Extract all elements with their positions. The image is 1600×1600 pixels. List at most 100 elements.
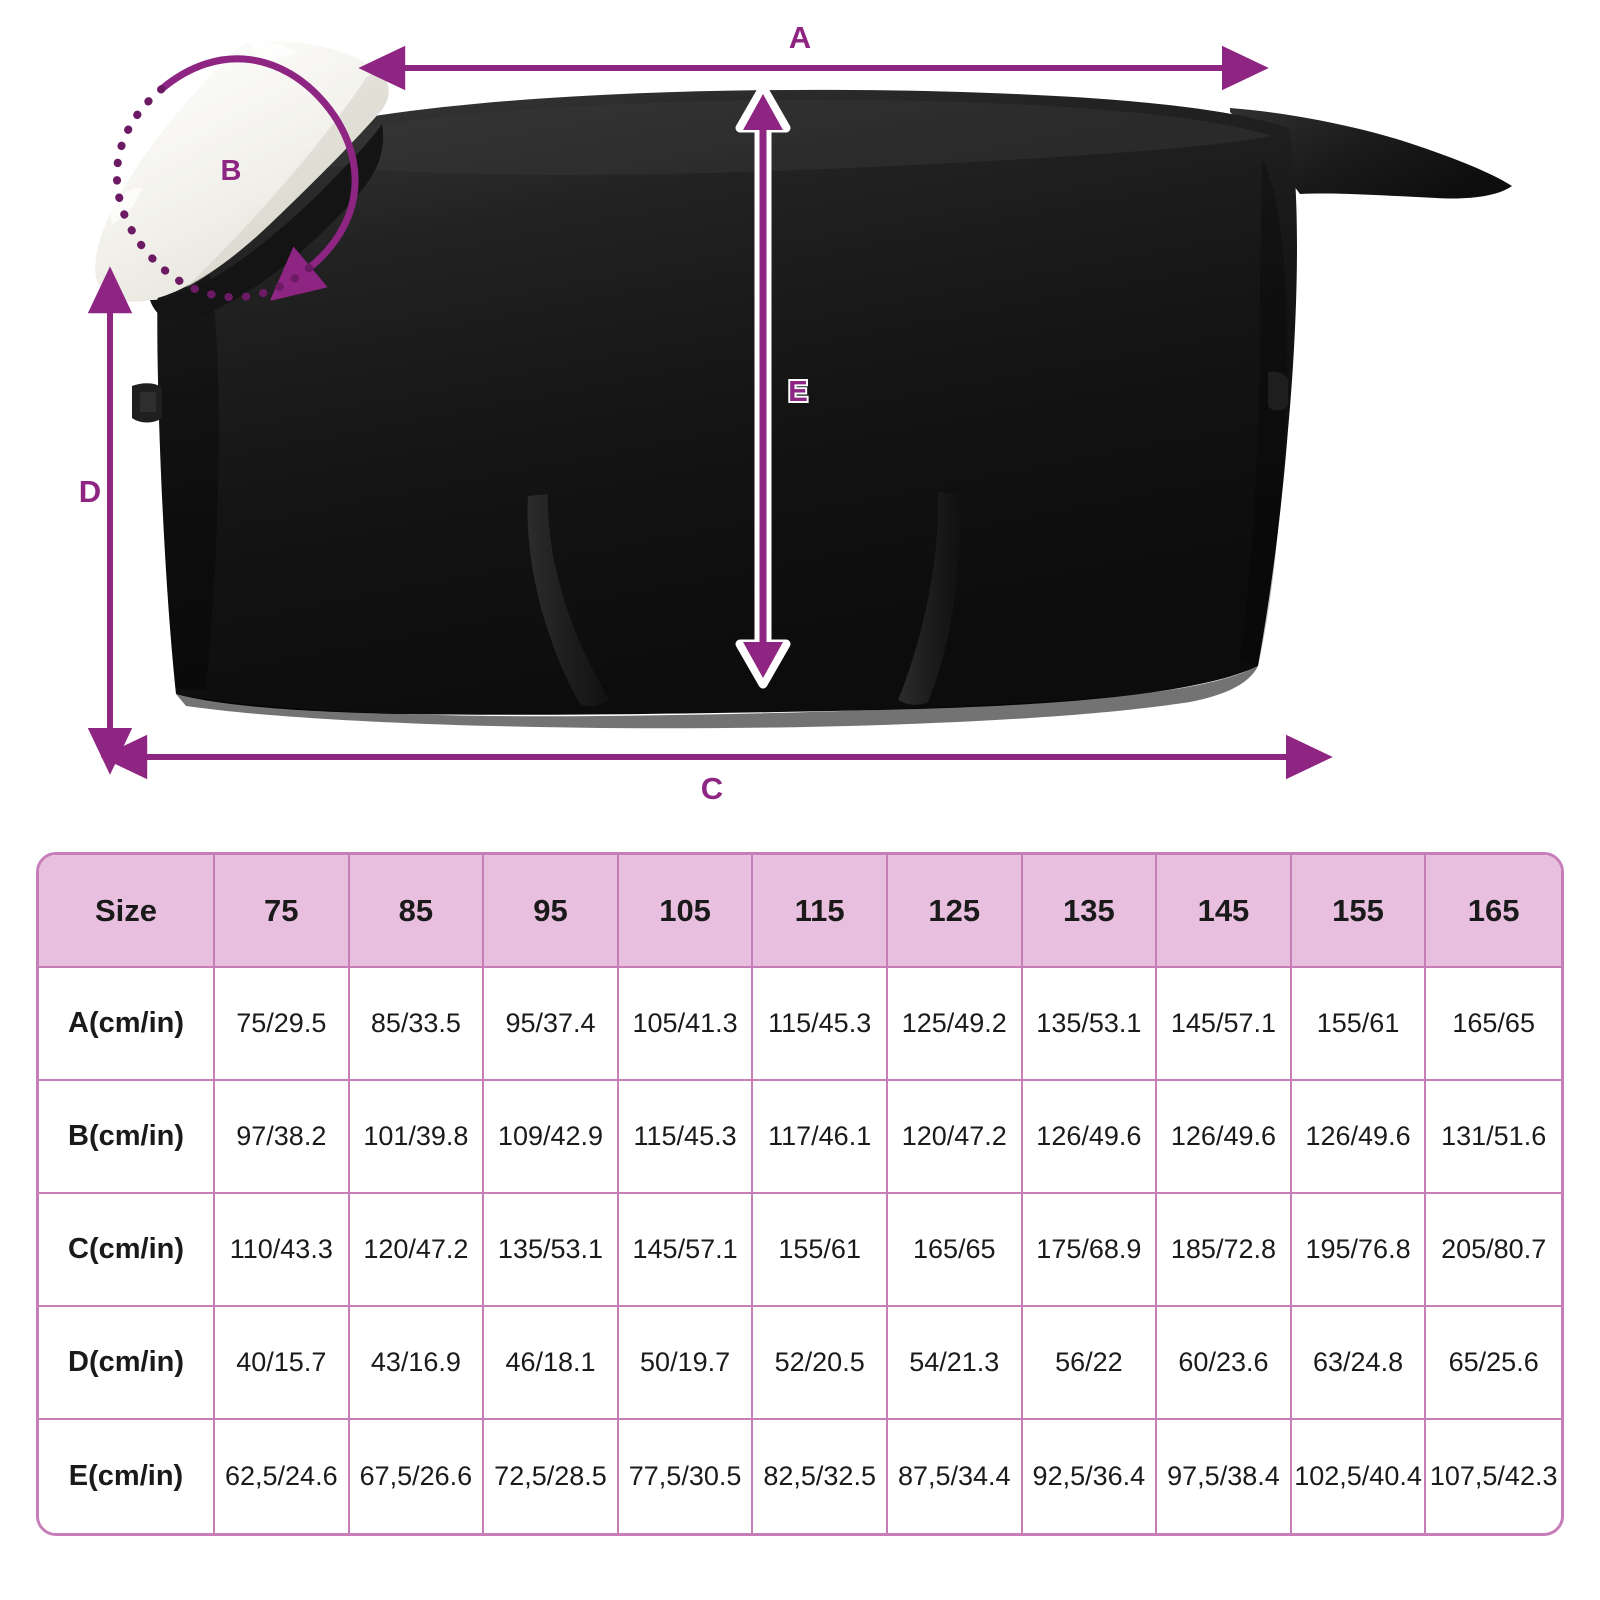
cell-c-75: 110/43.3 xyxy=(215,1194,350,1307)
arrow-E-head-bottom xyxy=(743,642,783,678)
cell-d-165: 65/25.6 xyxy=(1426,1307,1561,1420)
cell-b-85: 101/39.8 xyxy=(349,1081,485,1194)
cell-c-135: 175/68.9 xyxy=(1022,1194,1158,1307)
cell-e-165: 107,5/42.3 xyxy=(1429,1461,1558,1491)
neck-fleece-scallop xyxy=(110,41,296,225)
cell-b-125: 120/47.2 xyxy=(887,1081,1023,1194)
cell-b-145: 126/49.6 xyxy=(1157,1081,1292,1194)
cell-c-115: 155/61 xyxy=(753,1194,888,1307)
neck-collar xyxy=(150,124,384,322)
column-header-75: 75 xyxy=(215,855,350,968)
table-row: D(cm/in) 40/15.7 43/16.9 46/18.1 50/19.7… xyxy=(39,1307,1561,1420)
cell-d-145: 60/23.6 xyxy=(1157,1307,1292,1420)
cell-a-95: 95/37.4 xyxy=(484,968,619,1081)
size-table: Size 75 85 95 105 115 125 135 145 155 16… xyxy=(36,852,1564,1536)
product-illustration: A B C D E E xyxy=(78,20,1512,806)
cell-e-75: 62,5/24.6 xyxy=(215,1420,350,1533)
cell-c-145: 185/72.8 xyxy=(1157,1194,1292,1307)
cell-d-75: 40/15.7 xyxy=(215,1307,350,1420)
cell-e-95: 72,5/28.5 xyxy=(484,1420,619,1533)
dimension-label-e-fill: E xyxy=(788,376,808,408)
row-label-e: E(cm/in) xyxy=(39,1420,215,1533)
size-table-container: Size 75 85 95 105 115 125 135 145 155 16… xyxy=(36,852,1564,1536)
rug-bottom-hem xyxy=(176,666,1258,729)
cell-a-75: 75/29.5 xyxy=(215,968,350,1081)
cell-c-105: 145/57.1 xyxy=(618,1194,754,1307)
cell-d-135: 56/22 xyxy=(1022,1307,1158,1420)
arrow-E-head-top xyxy=(743,94,783,130)
dimension-label-b: B xyxy=(220,155,242,187)
cell-a-145: 145/57.1 xyxy=(1157,968,1292,1081)
cell-b-155: 126/49.6 xyxy=(1291,1081,1427,1194)
cell-a-125: 125/49.2 xyxy=(887,968,1023,1081)
cell-b-95: 109/42.9 xyxy=(484,1081,619,1194)
dimension-label-a: A xyxy=(788,20,812,55)
cell-d-115: 52/20.5 xyxy=(753,1307,888,1420)
column-header-95: 95 xyxy=(484,855,619,968)
arrow-B-ellipse xyxy=(112,55,359,342)
table-row: C(cm/in) 110/43.3 120/47.2 135/53.1 145/… xyxy=(39,1194,1561,1307)
cell-a-115: 115/45.3 xyxy=(753,968,888,1081)
dimension-label-e: E xyxy=(786,376,809,409)
cell-c-95: 135/53.1 xyxy=(484,1194,619,1307)
cell-c-165: 205/80.7 xyxy=(1426,1194,1561,1307)
column-header-145: 145 xyxy=(1157,855,1292,968)
column-header-125: 125 xyxy=(887,855,1023,968)
cell-b-105: 115/45.3 xyxy=(618,1081,754,1194)
column-header-85: 85 xyxy=(349,855,485,968)
cell-e-125: 87,5/34.4 xyxy=(888,1420,1023,1533)
chest-buckle xyxy=(140,392,156,412)
cell-e-85: 67,5/26.6 xyxy=(350,1420,485,1533)
row-label-d: D(cm/in) xyxy=(39,1307,215,1420)
row-label-a: A(cm/in) xyxy=(39,968,215,1081)
row-label-c: C(cm/in) xyxy=(39,1194,215,1307)
cell-e-115: 82,5/32.5 xyxy=(753,1420,888,1533)
rug-body-shade-right xyxy=(1240,160,1288,666)
column-header-165: 165 xyxy=(1426,855,1561,968)
table-header-row: Size 75 85 95 105 115 125 135 145 155 16… xyxy=(39,855,1561,968)
cell-d-155: 63/24.8 xyxy=(1291,1307,1427,1420)
tail-flap xyxy=(1230,108,1512,199)
cell-b-75: 97/38.2 xyxy=(215,1081,350,1194)
table-row: B(cm/in) 97/38.2 101/39.8 109/42.9 115/4… xyxy=(39,1081,1561,1194)
cell-a-85: 85/33.5 xyxy=(349,968,485,1081)
leg-strap-right xyxy=(898,492,960,705)
column-header-size: Size xyxy=(39,855,215,968)
cell-b-135: 126/49.6 xyxy=(1022,1081,1158,1194)
cell-d-105: 50/19.7 xyxy=(618,1307,754,1420)
cell-c-155: 195/76.8 xyxy=(1291,1194,1427,1307)
cell-e-105: 77,5/30.5 xyxy=(619,1420,754,1533)
cell-e-155: 102,5/40.4 xyxy=(1292,1420,1427,1533)
cell-e-135: 92,5/36.4 xyxy=(1023,1420,1158,1533)
arrow-B-solid xyxy=(159,55,359,267)
column-header-115: 115 xyxy=(753,855,888,968)
cell-d-125: 54/21.3 xyxy=(887,1307,1023,1420)
dimension-label-d: D xyxy=(78,474,102,509)
cell-b-115: 117/46.1 xyxy=(753,1081,888,1194)
rug-body xyxy=(157,89,1297,715)
measurement-arrows xyxy=(87,45,1333,780)
cell-d-85: 43/16.9 xyxy=(349,1307,485,1420)
cell-d-95: 46/18.1 xyxy=(484,1307,619,1420)
cell-c-85: 120/47.2 xyxy=(349,1194,485,1307)
column-header-155: 155 xyxy=(1291,855,1427,968)
column-header-135: 135 xyxy=(1022,855,1158,968)
neck-fleece xyxy=(95,41,389,302)
cell-c-125: 165/65 xyxy=(887,1194,1023,1307)
table-row: A(cm/in) 75/29.5 85/33.5 95/37.4 105/41.… xyxy=(39,968,1561,1081)
column-header-105: 105 xyxy=(618,855,754,968)
side-strap-right xyxy=(1268,371,1288,411)
dimension-label-c: C xyxy=(700,771,724,806)
rug-body-shade-left xyxy=(158,199,219,690)
horse-rug-graphic xyxy=(95,41,1512,729)
cell-a-155: 155/61 xyxy=(1291,968,1427,1081)
cell-a-135: 135/53.1 xyxy=(1022,968,1158,1081)
leg-strap-left xyxy=(527,494,610,707)
table-row: E(cm/in) 62,5/24.6 67,5/26.6 72,5/28.5 7… xyxy=(39,1420,1561,1533)
cell-b-165: 131/51.6 xyxy=(1426,1081,1561,1194)
row-label-b: B(cm/in) xyxy=(39,1081,215,1194)
cell-e-145: 97,5/38.4 xyxy=(1157,1420,1292,1533)
rug-body-highlight xyxy=(279,99,1272,175)
cell-a-105: 105/41.3 xyxy=(618,968,754,1081)
